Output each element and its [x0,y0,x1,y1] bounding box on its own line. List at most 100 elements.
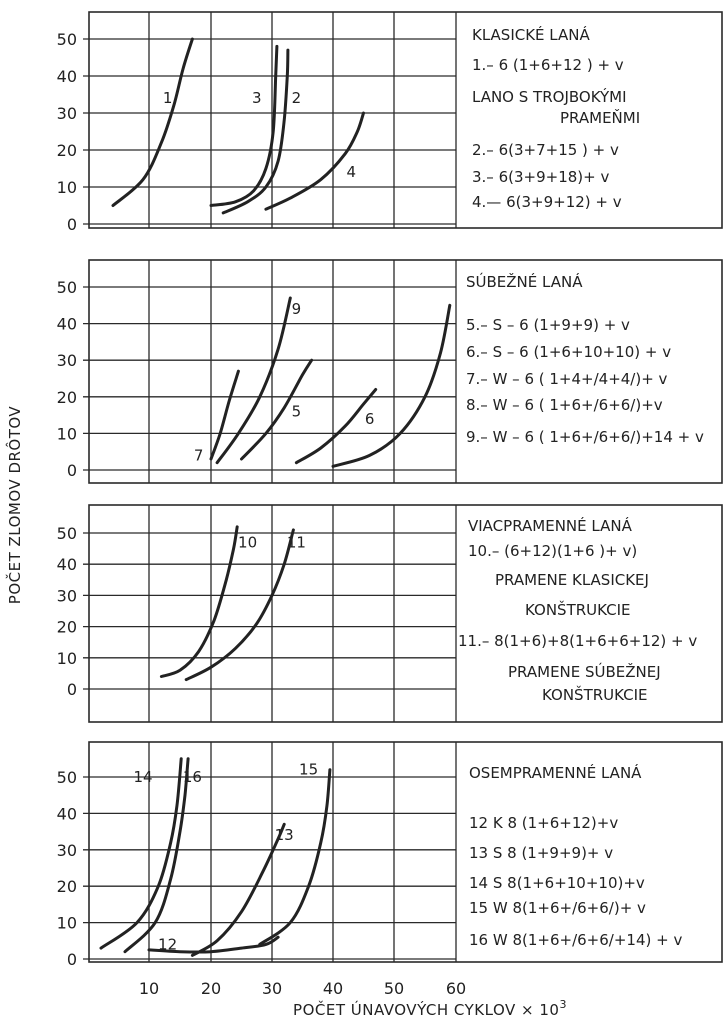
y-tick-label: 50 [57,30,77,49]
x-tick-label: 40 [323,979,343,998]
y-tick-label: 50 [57,768,77,787]
y-tick-label: 30 [57,586,77,605]
legend-entry: PRAMENE KLASICKEJ [495,571,649,589]
y-tick-label: 40 [57,555,77,574]
x-axis-label-text: POČET ÚNAVOVÝCH CYKLOV × 10 [293,1000,559,1019]
series-line-12 [147,935,280,954]
x-tick-label: 10 [139,979,159,998]
legend-entry: 2.– 6(3+7+15 ) + v [472,141,619,159]
x-axis-label-exponent: 3 [559,998,567,1011]
series-line-14 [99,757,183,950]
series-label-1: 1 [163,89,173,107]
series-line-8 [331,303,452,468]
legend-heading: OSEMPRAMENNÉ LANÁ [469,763,642,782]
legend-entry: 6.– S – 6 (1+6+10+10) + v [466,343,671,361]
y-tick-label: 0 [67,950,77,969]
panel-4: 0 10 20 30 40 50 14 16 12 13 15 OSEMPRAMENNÉ LANÁ 12… [57,741,723,969]
series-line-16 [123,757,190,954]
series-label-3: 3 [252,89,262,107]
series-label-11: 11 [287,533,306,551]
series-line-6 [294,388,378,465]
series-line-2 [221,48,290,215]
x-tick-label: 30 [262,979,282,998]
y-tick-label: 20 [57,877,77,896]
panel-2: 0 10 20 30 40 50 7 9 5 6 SÚBEŽNÉ LANÁ 5.– S – 6 (1+… [57,259,723,484]
legend-heading: SÚBEŽNÉ LANÁ [466,272,583,291]
series-line-13 [190,822,286,957]
y-tick-label: 20 [57,618,77,637]
y-tick-label: 40 [57,67,77,86]
series-label-13: 13 [275,826,294,844]
panel-frame [88,741,723,963]
legend-entry: 13 S 8 (1+9+9)+ v [469,844,613,862]
series-label-7: 7 [194,446,204,464]
legend-entry: 15 W 8(1+6+/6+6/)+ v [469,899,646,917]
panel-1: 0 10 20 30 40 50 1 2 3 4 KLASICKÉ LANÁ 1.– 6 (1+6+1… [57,11,723,234]
y-tick-label: 50 [57,278,77,297]
series-label-4: 4 [347,163,357,181]
x-axis-label: POČET ÚNAVOVÝCH CYKLOV × 103 [293,998,567,1019]
y-tick-label: 40 [57,315,77,334]
y-tick-label: 0 [67,680,77,699]
y-tick-label: 10 [57,424,77,443]
legend-entry: KONŠTRUKCIE [525,600,631,619]
y-tick-label: 20 [57,388,77,407]
legend-entry: 5.– S – 6 (1+9+9) + v [466,316,630,334]
legend-entry: 12 K 8 (1+6+12)+v [469,814,618,832]
legend-entry: LANO S TROJBOKÝMI [472,87,627,106]
legend-heading: KLASICKÉ LANÁ [472,25,590,44]
series-label-10: 10 [238,533,257,551]
y-tick-label: 10 [57,178,77,197]
series-line-11 [184,528,295,682]
panel-3: 0 10 20 30 40 50 10 11 VIACPRAMENNÉ LANÁ 10.– (6+… [57,504,723,723]
series-label-12: 12 [158,935,177,953]
x-tick-label: 60 [446,979,466,998]
y-axis-label: POČET ZLOMOV DRÔTOV [5,406,24,605]
legend-entry: 16 W 8(1+6+/6+6/+14) + v [469,931,682,949]
series-line-10 [159,525,239,678]
y-tick-label: 0 [67,461,77,480]
series-label-14: 14 [133,768,152,786]
series-line-9 [215,296,292,465]
legend-entry: 1.– 6 (1+6+12 ) + v [472,56,624,74]
legend-entry: 10.– (6+12)(1+6 )+ v) [468,542,637,560]
legend-entry: PRAMENE SÚBEŽNEJ [508,662,661,681]
y-tick-label: 30 [57,841,77,860]
legend-entry: PRAMEŇMI [560,108,640,127]
legend-heading: VIACPRAMENNÉ LANÁ [468,516,633,535]
legend-entry: 7.– W – 6 ( 1+4+/4+4/)+ v [466,370,668,388]
series-label-9: 9 [292,300,302,318]
series-label-16: 16 [183,768,202,786]
y-tick-label: 10 [57,914,77,933]
panel-frame [88,504,723,723]
legend-entry: 11.– 8(1+6)+8(1+6+6+12) + v [458,632,697,650]
series-label-6: 6 [365,410,375,428]
legend-entry: 3.– 6(3+9+18)+ v [472,168,609,186]
legend-entry: 4.— 6(3+9+12) + v [472,193,622,211]
series-line-7 [209,369,240,461]
x-tick-label: 50 [384,979,404,998]
panel-frame [88,259,723,484]
series-label-15: 15 [299,761,318,779]
y-tick-label: 10 [57,649,77,668]
panel-frame [88,11,723,229]
legend-entry: KONŠTRUKCIE [542,685,648,704]
y-tick-label: 30 [57,351,77,370]
y-tick-label: 20 [57,141,77,160]
series-line-5 [240,358,314,461]
legend-entry: 14 S 8(1+6+10+10)+v [469,874,645,892]
legend-entry: 8.– W – 6 ( 1+6+/6+6/)+v [466,396,663,414]
x-tick-label: 20 [201,979,221,998]
y-tick-label: 40 [57,804,77,823]
series-line-4 [264,111,365,211]
legend-entry: 9.– W – 6 ( 1+6+/6+6/)+14 + v [466,428,704,446]
series-label-2: 2 [292,89,302,107]
y-tick-label: 0 [67,215,77,234]
series-label-5: 5 [292,402,302,420]
series-line-1 [111,37,194,207]
series-line-3 [209,44,279,207]
y-tick-label: 50 [57,524,77,543]
y-tick-label: 30 [57,104,77,123]
